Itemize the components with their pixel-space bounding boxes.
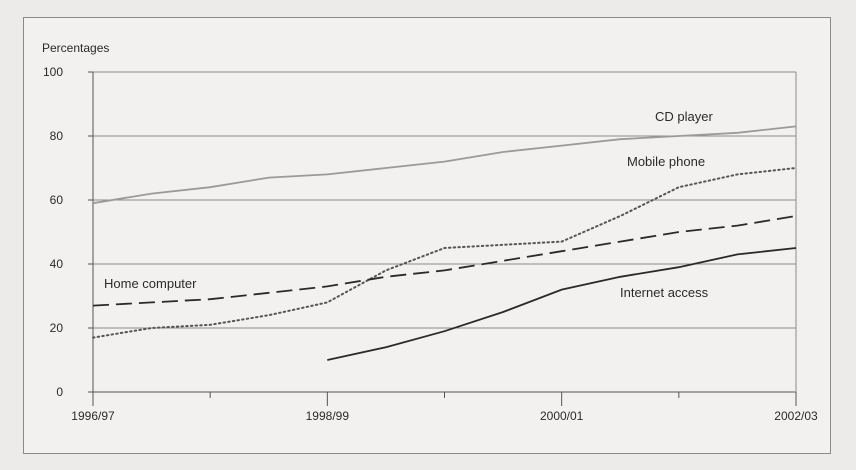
series-line-cd-player — [92, 125, 797, 205]
y-axis-unit-label: Percentages — [42, 41, 109, 55]
ytick-label-20: 20 — [50, 321, 64, 335]
xtick-label-1998/99: 1998/99 — [306, 409, 350, 423]
ytick-label-0: 0 — [56, 385, 63, 399]
xtick-label-2002/03: 2002/03 — [774, 409, 818, 423]
ytick-label-60: 60 — [50, 193, 64, 207]
xtick-label-1996/97: 1996/97 — [71, 409, 115, 423]
series-labels: CD player Mobile phone Home computer Intern… — [104, 109, 713, 300]
axes: 0 20 40 60 80 100 1996/97 1998/99 2000/01 2002/03 — [43, 65, 818, 423]
series-label-internet-access: Internet access — [620, 285, 709, 300]
chart-frame — [23, 17, 831, 454]
series-label-home-computer: Home computer — [104, 276, 197, 291]
series-line-home-computer — [92, 215, 797, 307]
series-line-mobile-phone — [92, 167, 797, 339]
ytick-label-80: 80 — [50, 129, 64, 143]
series-lines — [92, 125, 797, 361]
ytick-label-40: 40 — [50, 257, 64, 271]
gridlines — [93, 71, 796, 329]
series-label-mobile-phone: Mobile phone — [627, 154, 705, 169]
xtick-label-2000/01: 2000/01 — [540, 409, 584, 423]
series-label-cd-player: CD player — [655, 109, 713, 124]
ytick-label-100: 100 — [43, 65, 63, 79]
series-line-internet-access — [327, 247, 797, 361]
